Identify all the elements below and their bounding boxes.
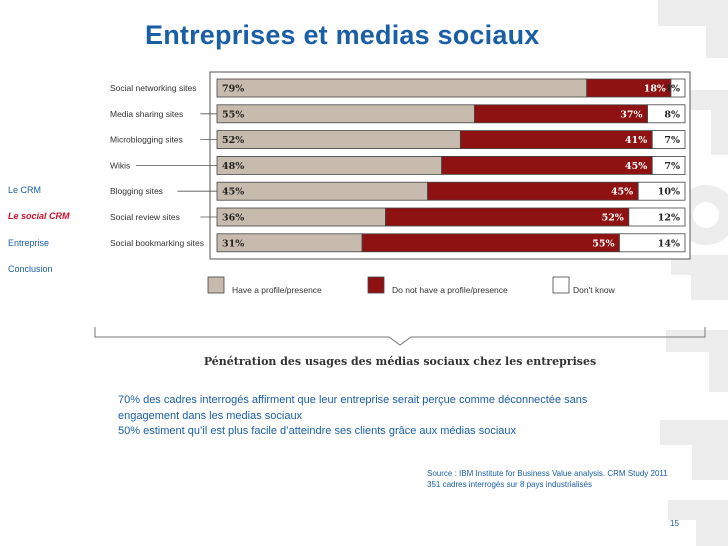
data-label: 41% bbox=[625, 135, 647, 146]
category-label: Blogging sites bbox=[110, 186, 163, 196]
stacked-bar-chart: Social networking sites 79% 18%3% Media sha… bbox=[94, 71, 706, 368]
bar-segment bbox=[647, 104, 686, 124]
source-line-1: Source : IBM Institute for Business Valu… bbox=[427, 469, 668, 478]
legend-label: Do not have a profile/presence bbox=[392, 285, 508, 295]
bar-segment bbox=[459, 130, 653, 150]
source-note: Source : IBM Institute for Business Valu… bbox=[427, 468, 668, 490]
legend-swatch bbox=[367, 276, 385, 294]
slide-title: Entreprises et medias sociaux bbox=[145, 20, 540, 50]
bar-segment bbox=[216, 130, 461, 150]
data-label: 55% bbox=[222, 109, 244, 120]
data-label: 14% bbox=[658, 238, 680, 249]
nav-item-le-crm[interactable]: Le CRM bbox=[8, 185, 42, 195]
bar-segment bbox=[441, 155, 653, 175]
body-text-line-1: 70% des cadres interrogés affirment que … bbox=[118, 394, 588, 406]
legend-swatch bbox=[552, 276, 570, 294]
chart-container: Social networking sites 79% 18% 3% Media sha… bbox=[94, 71, 706, 368]
data-label: 36% bbox=[222, 213, 244, 224]
bar-segment bbox=[216, 181, 429, 201]
data-label: 12% bbox=[658, 213, 680, 224]
source-line-2: 351 cadres interrogés sur 8 pays industr… bbox=[427, 480, 592, 489]
bar-segment bbox=[651, 155, 686, 175]
nav-item-conclusion[interactable]: Conclusion bbox=[8, 264, 53, 274]
bar-segment bbox=[216, 104, 475, 124]
bar-segment bbox=[216, 155, 443, 175]
data-label: 52% bbox=[222, 135, 244, 146]
data-label: 52% bbox=[602, 213, 624, 224]
legend-swatch bbox=[207, 276, 225, 294]
data-label: 48% bbox=[222, 161, 244, 172]
bar-segment bbox=[216, 78, 588, 98]
category-label: Media sharing sites bbox=[110, 109, 183, 119]
data-label: 10% bbox=[658, 187, 680, 198]
bracket-line bbox=[94, 327, 706, 346]
category-label: Social bookmarking sites bbox=[110, 238, 204, 248]
legend-label: Have a profile/presence bbox=[232, 285, 322, 295]
body-text-line-3: 50% estiment qu’il est plus facile d’att… bbox=[118, 425, 517, 437]
data-label: 3% bbox=[664, 84, 680, 95]
bar-segment bbox=[628, 207, 686, 227]
nav-item-entreprise[interactable]: Entreprise bbox=[8, 238, 50, 248]
page-number: 15 bbox=[670, 519, 679, 528]
body-text-line-2: engagement dans les medias sociaux bbox=[118, 409, 303, 422]
data-label: 45% bbox=[222, 187, 244, 198]
bar-segment bbox=[637, 181, 686, 201]
data-label: 45% bbox=[611, 187, 633, 198]
bar-segment bbox=[361, 233, 620, 253]
data-label: 55% bbox=[592, 238, 614, 249]
bar-segment bbox=[385, 207, 630, 227]
data-label: 18% bbox=[644, 84, 666, 95]
body-text: 70% des cadres interrogés affirment que … bbox=[118, 393, 587, 440]
category-label: Social review sites bbox=[110, 212, 180, 222]
data-label: 7% bbox=[664, 161, 680, 172]
legend-label: Don't know bbox=[573, 285, 616, 295]
category-label: Microblogging sites bbox=[110, 135, 183, 145]
category-label: Social networking sites bbox=[110, 83, 196, 93]
data-label: 79% bbox=[222, 84, 244, 95]
nav-item-le-social-crm[interactable]: Le social CRM bbox=[8, 211, 70, 221]
data-label: 45% bbox=[625, 161, 647, 172]
data-label: 7% bbox=[664, 135, 680, 146]
category-label: Wikis bbox=[110, 160, 130, 170]
bar-segment bbox=[651, 130, 686, 150]
bar-segment bbox=[619, 233, 686, 253]
bar-segment bbox=[670, 78, 686, 98]
data-label: 31% bbox=[222, 238, 244, 249]
bar-segment bbox=[427, 181, 639, 201]
data-label: 8% bbox=[664, 109, 680, 120]
data-label: 37% bbox=[620, 109, 642, 120]
chart-caption: Pénétration des usages des médias sociau… bbox=[204, 355, 596, 368]
